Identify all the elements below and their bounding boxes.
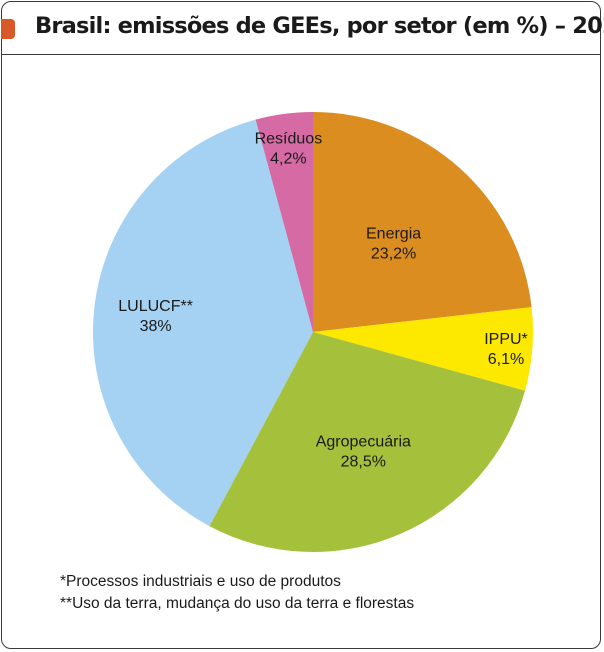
slice-label-residuos: Resíduos (255, 131, 323, 148)
slice-label-energia: Energia (366, 226, 421, 243)
slice-label-ippu: IPPU* (484, 331, 528, 348)
pie-slice-ippu (313, 307, 533, 391)
slice-value-ippu: 6,1% (488, 351, 524, 368)
title-bar: Brasil: emissões de GEEs, por setor (em … (1, 1, 604, 55)
footnote-lulucf: **Uso da terra, mudança do uso da terra … (60, 595, 415, 612)
slice-value-energia: 23,2% (371, 246, 416, 263)
slice-value-agropecuaria: 28,5% (341, 453, 386, 470)
pie-slice-agropecuaria (209, 332, 526, 552)
slice-value-lulucf: 38% (140, 318, 172, 335)
pie-slice-energia (313, 112, 532, 332)
chart-title: Brasil: emissões de GEEs, por setor (em … (35, 13, 604, 39)
slice-label-lulucf: LULUCF** (118, 298, 193, 315)
footnotes: *Processos industriais e uso de produtos… (60, 571, 414, 615)
slice-value-residuos: 4,2% (270, 151, 306, 168)
footnote-ippu: *Processos industriais e uso de produtos (60, 573, 341, 590)
slice-label-agropecuaria: Agropecuária (316, 433, 411, 450)
pie-slice-lulucf (93, 119, 313, 527)
title-marker (1, 19, 15, 39)
pie-slice-residuos (255, 112, 313, 332)
